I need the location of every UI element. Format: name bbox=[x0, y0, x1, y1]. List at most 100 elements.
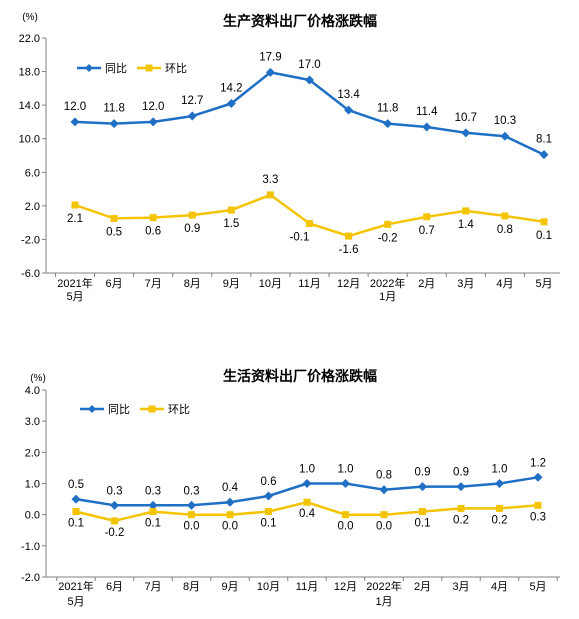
data-label-mom: 0.8 bbox=[497, 224, 513, 236]
data-label-mom: 1.5 bbox=[223, 218, 239, 230]
data-point-yoy bbox=[383, 119, 393, 129]
data-label-yoy: 11.8 bbox=[103, 103, 125, 115]
data-point-yoy bbox=[422, 122, 432, 132]
data-point-yoy bbox=[265, 67, 275, 77]
x-tick-label: 9月 bbox=[221, 581, 238, 593]
data-point-mom bbox=[534, 501, 542, 509]
x-tick-label: 11月 bbox=[298, 278, 320, 290]
data-point-mom bbox=[188, 211, 196, 219]
x-tick-label: 2021年 bbox=[57, 276, 92, 290]
data-point-yoy bbox=[379, 485, 389, 495]
data-label-yoy: 0.8 bbox=[376, 470, 392, 482]
data-point-mom bbox=[419, 508, 426, 516]
data-label-mom: 0.5 bbox=[106, 226, 122, 238]
data-label-yoy: 11.4 bbox=[416, 106, 438, 118]
data-point-yoy bbox=[500, 131, 510, 141]
y-tick-label: 2.0 bbox=[25, 447, 40, 459]
data-label-yoy: 1.0 bbox=[492, 464, 508, 476]
data-label-yoy: 10.3 bbox=[494, 115, 516, 127]
data-point-yoy bbox=[148, 117, 158, 127]
legend-label-mom: 环比 bbox=[168, 403, 190, 416]
x-tick-label: 8月 bbox=[183, 581, 200, 593]
x-tick-label: 5月 bbox=[529, 581, 546, 593]
y-tick-label: 22.0 bbox=[19, 33, 40, 45]
y-tick-label: 2.0 bbox=[25, 201, 40, 213]
x-tick-label: 6月 bbox=[106, 278, 123, 290]
x-tick-label: 2022年 bbox=[370, 276, 405, 290]
data-label-mom: 0.1 bbox=[261, 518, 277, 530]
data-label-yoy: 1.2 bbox=[530, 457, 546, 469]
y-tick-label: -6.0 bbox=[21, 268, 40, 280]
data-point-yoy bbox=[305, 75, 314, 85]
data-point-mom bbox=[496, 504, 503, 512]
y-tick-label: 14.0 bbox=[19, 100, 40, 112]
data-label-yoy: 8.1 bbox=[536, 134, 552, 146]
data-label-mom: 0.4 bbox=[299, 508, 316, 520]
x-tick-label: 9月 bbox=[223, 278, 240, 290]
y-tick-label: 3.0 bbox=[25, 416, 40, 428]
x-tick-label-line2: 5月 bbox=[67, 596, 84, 608]
consumer-goods-chart: 生活资料出厂价格涨跌幅 (%)4.0 3.0 2.0 1.0 0.0 -1.0 -2.0 202… bbox=[21, 368, 560, 608]
data-point-yoy bbox=[71, 494, 81, 504]
data-label-mom: 0.2 bbox=[453, 514, 469, 526]
data-label-yoy: 1.0 bbox=[299, 464, 315, 476]
x-tick-label: 5月 bbox=[535, 278, 552, 290]
data-label-yoy: 0.3 bbox=[145, 485, 161, 497]
data-label-mom: 3.3 bbox=[262, 174, 278, 186]
data-label-mom: 0.3 bbox=[530, 511, 546, 523]
legend-marker-yoy bbox=[88, 405, 96, 413]
data-point-yoy bbox=[148, 500, 158, 510]
data-point-mom bbox=[384, 220, 392, 228]
data-label-yoy: 17.9 bbox=[259, 51, 281, 63]
x-tick-label: 7月 bbox=[144, 581, 161, 593]
data-label-yoy: 0.5 bbox=[68, 479, 84, 491]
data-point-mom bbox=[423, 213, 431, 221]
data-label-mom: -0.1 bbox=[290, 231, 310, 243]
data-label-mom: -0.2 bbox=[378, 232, 398, 244]
x-tick-label: 4月 bbox=[491, 581, 508, 593]
chart-title: 生活资料出厂价格涨跌幅 bbox=[223, 368, 377, 384]
data-point-mom bbox=[540, 218, 548, 226]
chart-title: 生产资料出厂价格涨跌幅 bbox=[223, 13, 377, 29]
y-tick-label: 18.0 bbox=[19, 67, 40, 79]
data-label-yoy: 0.9 bbox=[415, 467, 431, 479]
y-tick-label: 1.0 bbox=[25, 479, 40, 491]
x-tick-label: 12月 bbox=[337, 278, 360, 290]
data-label-yoy: 12.0 bbox=[64, 101, 86, 113]
x-tick-label: 2月 bbox=[418, 278, 435, 290]
data-point-mom bbox=[306, 219, 313, 227]
y-tick-label: 4.0 bbox=[25, 385, 40, 397]
data-label-yoy: 10.7 bbox=[455, 112, 477, 124]
y-tick-label: 6.0 bbox=[25, 167, 40, 179]
y-tick-label: -2.0 bbox=[21, 572, 40, 584]
x-tick-label: 2021年 bbox=[58, 579, 93, 593]
data-point-yoy bbox=[344, 105, 354, 115]
data-point-yoy bbox=[225, 497, 235, 507]
producer-goods-chart: 生产资料出厂价格涨跌幅 (%) 22.0 18.0 14.0 10.0 6.0 2.0 -2.0… bbox=[19, 12, 560, 303]
data-point-yoy bbox=[539, 150, 549, 160]
data-label-mom: 0.1 bbox=[415, 518, 431, 530]
legend-marker-mom bbox=[145, 64, 153, 72]
data-label-yoy: 0.6 bbox=[261, 476, 277, 488]
data-point-mom bbox=[110, 214, 118, 222]
data-point-yoy bbox=[187, 111, 197, 121]
data-point-mom bbox=[380, 511, 388, 519]
legend-label-yoy: 同比 bbox=[108, 403, 130, 416]
data-point-mom bbox=[111, 517, 118, 525]
x-tick-label: 11月 bbox=[296, 581, 318, 593]
x-tick-label: 2月 bbox=[414, 581, 431, 593]
data-point-yoy bbox=[456, 482, 466, 492]
data-point-mom bbox=[303, 498, 311, 506]
y-tick-label: -2.0 bbox=[21, 234, 40, 246]
data-label-mom: 0.2 bbox=[492, 514, 508, 526]
data-label-yoy: 14.2 bbox=[220, 82, 242, 94]
x-tick-label-line2: 5月 bbox=[66, 291, 83, 303]
data-point-yoy bbox=[495, 479, 504, 488]
x-tick-label: 3月 bbox=[457, 278, 474, 290]
data-label-mom: 0.1 bbox=[145, 518, 161, 530]
data-label-yoy: 0.4 bbox=[222, 482, 239, 494]
x-tick-label: 6月 bbox=[106, 581, 123, 593]
data-point-yoy bbox=[109, 119, 119, 129]
data-point-mom bbox=[188, 511, 195, 519]
x-tick-label: 3月 bbox=[452, 581, 469, 593]
